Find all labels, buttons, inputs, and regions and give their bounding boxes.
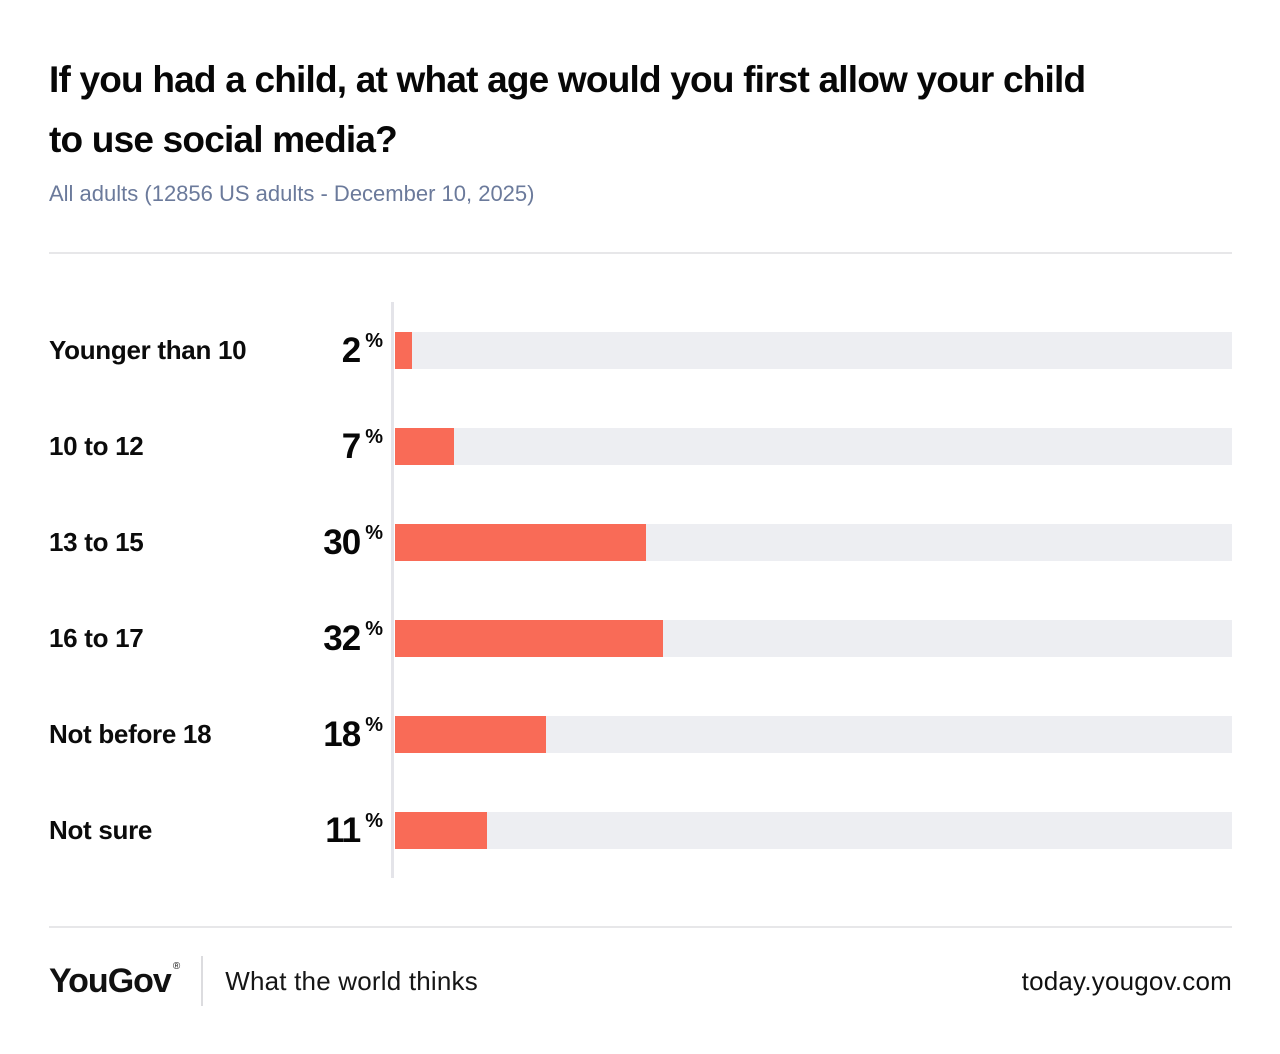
- percent-sign: %: [365, 521, 383, 544]
- category-label: Not before 18: [49, 718, 212, 749]
- bar-track: [395, 427, 1232, 465]
- value-label: 2 %: [302, 329, 383, 370]
- footer-tagline: What the world thinks: [225, 965, 478, 996]
- value-label: 30 %: [302, 521, 383, 562]
- chart-row: Younger than 10 2 %: [49, 302, 1232, 398]
- category-label: Not sure: [49, 814, 153, 845]
- value-number: 32: [323, 618, 361, 658]
- footer-url: today.yougov.com: [1021, 965, 1232, 996]
- bar-track: [395, 523, 1232, 561]
- category-label: 13 to 15: [49, 526, 144, 557]
- bar-chart: Younger than 10 2 % 10 to 12 7 % 13 to 1…: [49, 302, 1232, 878]
- bar-fill: [395, 523, 647, 561]
- footer-divider: [49, 926, 1232, 928]
- registered-trademark-icon: ®: [172, 961, 180, 972]
- footer: YouGov ® What the world thinks today.you…: [49, 956, 1232, 1006]
- yougov-logo: YouGov ®: [49, 961, 180, 1000]
- value-number: 11: [325, 810, 361, 850]
- value-number: 7: [341, 426, 361, 466]
- value-label: 7 %: [302, 425, 383, 466]
- value-number: 18: [323, 714, 361, 754]
- category-label: Younger than 10: [49, 334, 247, 365]
- chart-rows: Younger than 10 2 % 10 to 12 7 % 13 to 1…: [49, 302, 1232, 878]
- axis-line: [391, 302, 394, 878]
- bar-fill: [395, 427, 454, 465]
- bar-fill: [395, 619, 663, 657]
- value-label: 32 %: [302, 617, 383, 658]
- bar-fill: [395, 331, 412, 369]
- chart-row: 16 to 17 32 %: [49, 590, 1232, 686]
- yougov-logo-text: YouGov: [49, 962, 172, 1000]
- chart-row: 10 to 12 7 %: [49, 398, 1232, 494]
- chart-row: Not sure 11 %: [49, 782, 1232, 878]
- percent-sign: %: [365, 617, 383, 640]
- value-number: 30: [323, 522, 361, 562]
- category-label: 10 to 12: [49, 430, 144, 461]
- value-number: 2: [341, 330, 361, 370]
- percent-sign: %: [365, 425, 383, 448]
- percent-sign: %: [365, 329, 383, 352]
- value-label: 11 %: [302, 809, 383, 850]
- page-subtitle: All adults (12856 US adults - December 1…: [49, 181, 535, 206]
- header-divider: [49, 252, 1232, 254]
- bar-track: [395, 331, 1232, 369]
- footer-vertical-divider: [201, 956, 204, 1006]
- bar-track: [395, 715, 1232, 753]
- bar-fill: [395, 811, 488, 849]
- bar-fill: [395, 715, 546, 753]
- page-title: If you had a child, at what age would yo…: [49, 59, 1086, 160]
- chart-row: Not before 18 18 %: [49, 686, 1232, 782]
- percent-sign: %: [365, 809, 383, 832]
- percent-sign: %: [365, 713, 383, 736]
- bar-track: [395, 811, 1232, 849]
- value-label: 18 %: [302, 713, 383, 754]
- bar-track: [395, 619, 1232, 657]
- chart-row: 13 to 15 30 %: [49, 494, 1232, 590]
- category-label: 16 to 17: [49, 622, 144, 653]
